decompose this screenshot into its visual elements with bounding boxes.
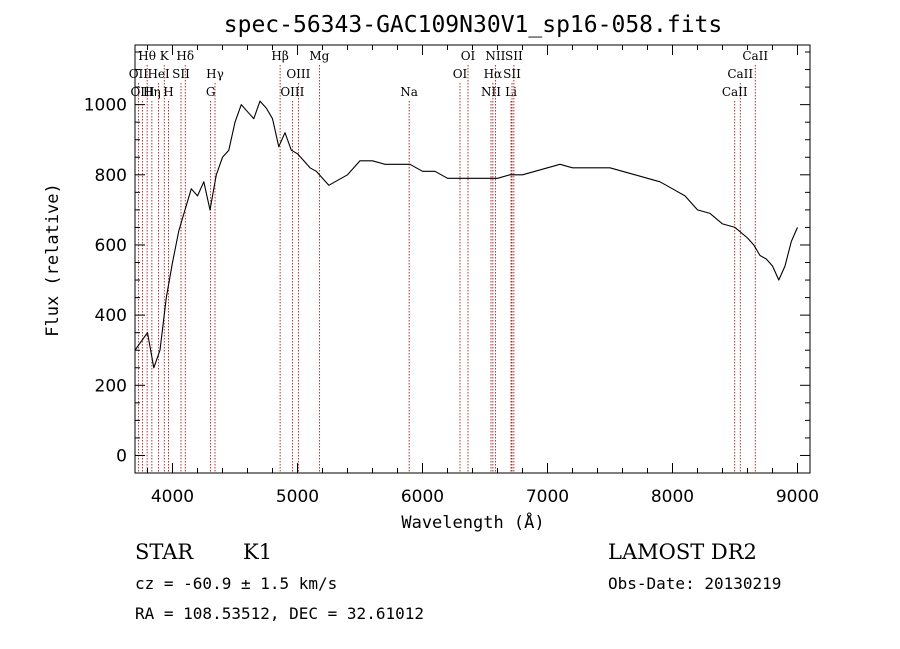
y-tick-label: 400 [95, 306, 127, 326]
marker-label: SII [503, 67, 521, 81]
object-subclass: K1 [243, 540, 272, 564]
marker-label: NII [485, 49, 505, 63]
chart-title: spec-56343-GAC109N30V1_sp16-058.fits [224, 12, 723, 38]
marker-label: Hγ [206, 67, 224, 81]
marker-label: Hα [484, 67, 503, 81]
marker-label: OIII [130, 85, 154, 99]
marker-label: Na [400, 85, 418, 99]
x-tick-label: 9000 [776, 487, 819, 507]
survey-name: LAMOST DR2 [608, 540, 757, 564]
x-tick-label: 7000 [526, 487, 569, 507]
plot-frame [134, 44, 811, 474]
x-tick-label: 4000 [151, 487, 194, 507]
marker-label: Hβ [271, 49, 288, 63]
x-tick-label: 6000 [401, 487, 444, 507]
marker-label: Hθ [138, 49, 156, 63]
marker-label: OI [453, 67, 468, 81]
y-tick-label: 600 [95, 236, 127, 256]
x-axis-label: Wavelength (Å) [401, 511, 544, 533]
marker-label: Li [505, 85, 517, 99]
marker-label: H [163, 85, 173, 99]
marker-label: CaII [727, 67, 753, 81]
y-tick-label: 800 [95, 166, 127, 186]
redshift-cz: cz = -60.9 ± 1.5 km/s [135, 574, 337, 593]
axes: 4000 5000 6000 7000 8000 9000 0 200 400 600 800 100… [84, 44, 819, 507]
y-axis-label: Flux (relative) [43, 183, 63, 337]
marker-label: NII [481, 85, 501, 99]
coordinates: RA = 108.53512, DEC = 32.61012 [135, 604, 424, 623]
marker-label: HeI [147, 67, 170, 81]
marker-label: K [160, 49, 170, 63]
object-class: STAR [135, 540, 194, 564]
y-tick-label: 1000 [84, 96, 127, 116]
marker-label: CaII [722, 85, 748, 99]
marker-label: CaII [742, 49, 768, 63]
x-tick-label: 5000 [276, 487, 319, 507]
marker-label: OI [461, 49, 476, 63]
marker-label: Hη [143, 85, 161, 99]
plot-area [134, 100, 799, 369]
marker-label: OII [129, 67, 149, 81]
marker-label: OIII [280, 85, 304, 99]
marker-label: G [206, 85, 216, 99]
observation-date: Obs-Date: 20130219 [608, 574, 781, 593]
x-tick-label: 8000 [651, 487, 694, 507]
y-tick-label: 200 [95, 376, 127, 396]
marker-label: Hδ [176, 49, 194, 63]
marker-label: OIII [286, 67, 310, 81]
marker-label: SII [172, 67, 190, 81]
spectrum-line [134, 100, 799, 369]
marker-label: Mg [309, 49, 329, 63]
marker-label: SII [505, 49, 523, 63]
y-tick-label: 0 [116, 446, 127, 466]
